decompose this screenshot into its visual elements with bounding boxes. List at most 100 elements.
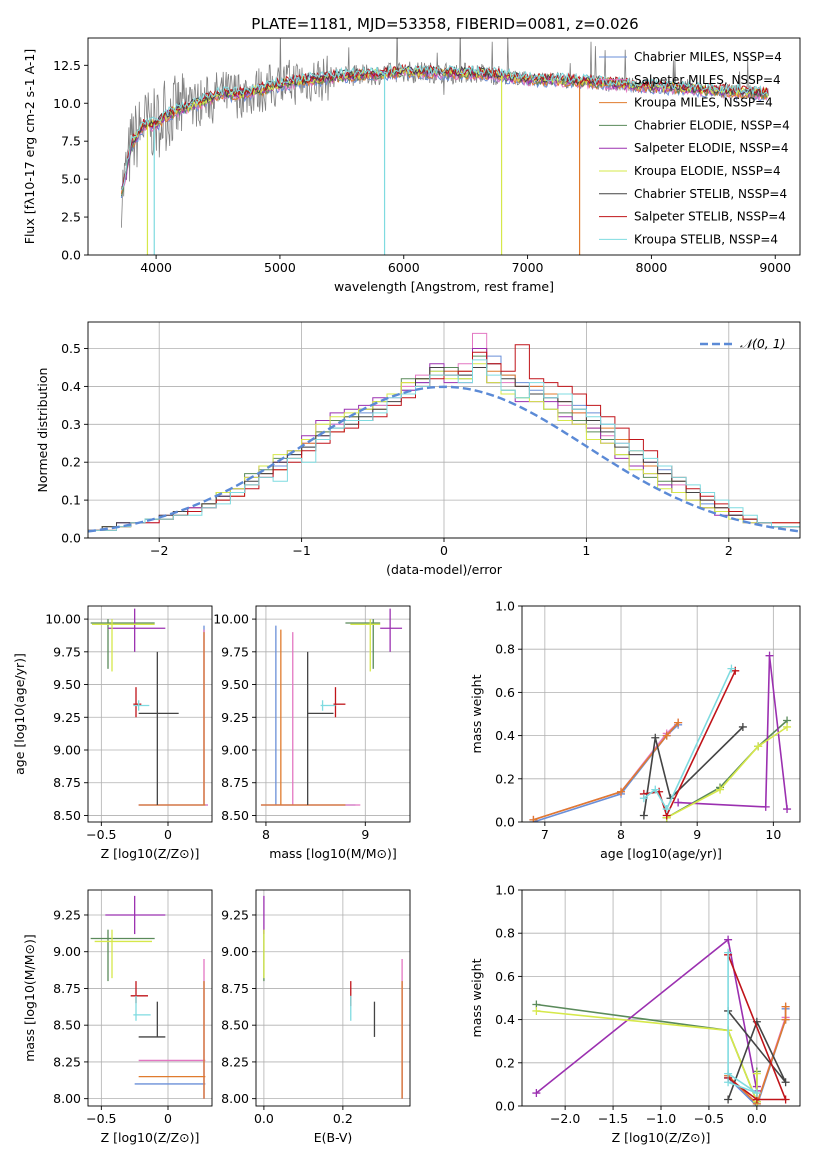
axes-frame [87, 605, 213, 823]
weight-line [536, 1010, 758, 1102]
axes-mass-vs-Z: −0.5 0 8.00 8.25 8.50 8.75 9.00 9.25 Z [log10(Z/… [22, 889, 213, 1145]
x-tick-label: 8 [617, 827, 625, 842]
y-tick-label: 9.00 [53, 944, 81, 959]
y-tick-label: 12.5 [53, 58, 81, 73]
y-tick-label: 1.0 [495, 599, 515, 614]
x-tick-label: 1 [582, 543, 590, 558]
y-tick-label: 10.00 [45, 612, 81, 627]
weight-point-marker [783, 722, 792, 731]
y-tick-label: 0.8 [495, 642, 515, 657]
legend-entry: Kroupa STELIB, NSSP=4 [634, 232, 778, 246]
x-tick-label: 0 [164, 1111, 172, 1126]
x-axis-label: wavelength [Angstrom, rest frame] [334, 279, 554, 294]
x-tick-label: −0.5 [694, 1111, 724, 1126]
y-tick-label: 5.0 [61, 172, 81, 187]
y-tick-label: 0.1 [61, 493, 81, 508]
x-tick-label: 7000 [512, 260, 544, 275]
plot-area [260, 608, 403, 806]
weight-point-marker [752, 1089, 761, 1098]
y-tick-label: 8.25 [53, 1054, 81, 1069]
weight-point-marker [752, 1069, 761, 1078]
y-tick-label: 8.75 [53, 981, 81, 996]
weight-line [643, 668, 733, 811]
legend-entry: Chabrier MILES, NSSP=4 [634, 50, 782, 64]
y-tick-label: 9.25 [221, 907, 249, 922]
x-tick-label: 0 [164, 827, 172, 842]
y-tick-label: 0.2 [495, 1055, 515, 1070]
y-tick-label: 0.6 [495, 969, 515, 984]
axes-age-vs-mass: 8 9 8.50 8.75 9.00 9.25 9.50 9.75 10.00 mass [log… [213, 605, 411, 861]
plot-area [529, 651, 792, 822]
weight-point-marker [674, 798, 683, 807]
histogram-series [88, 363, 800, 531]
plot-area [90, 895, 206, 1099]
y-tick-label: 9.50 [53, 677, 81, 692]
weight-line [727, 1010, 787, 1100]
x-axis-label: Z [log10(Z/Z⊙)] [101, 1130, 200, 1145]
histogram-series [88, 359, 800, 531]
y-tick-label: 0.3 [61, 417, 81, 432]
y-tick-label: 9.00 [53, 743, 81, 758]
y-tick-label: 8.50 [53, 1018, 81, 1033]
x-tick-label: −1.5 [598, 1111, 628, 1126]
weight-point-marker [651, 733, 660, 742]
plot-area [532, 935, 790, 1106]
weight-point-marker [674, 718, 683, 727]
y-tick-label: 7.5 [61, 134, 81, 149]
y-tick-label: 8.25 [221, 1054, 249, 1069]
x-tick-label: 10 [765, 827, 781, 842]
y-tick-label: 0.8 [495, 926, 515, 941]
axes-frame [87, 37, 801, 256]
x-tick-label: 6000 [388, 260, 420, 275]
x-axis-label: Z [log10(Z/Z⊙)] [101, 846, 200, 861]
plot-area [263, 895, 403, 1099]
x-tick-label: 5000 [264, 260, 296, 275]
weight-line [533, 722, 679, 821]
y-tick-label: 8.75 [221, 981, 249, 996]
x-tick-label: −0.5 [86, 1111, 116, 1126]
weight-point-marker [765, 651, 774, 660]
legend-entry: Chabrier ELODIE, NSSP=4 [634, 118, 790, 132]
x-axis-label: Z [log10(Z/Z⊙)] [612, 1130, 711, 1145]
weight-point-marker [724, 1069, 733, 1078]
y-tick-label: 0.4 [61, 379, 81, 394]
spectrum-model-line [120, 63, 769, 191]
x-axis-label: E(B-V) [314, 1130, 353, 1145]
y-tick-label: 10.00 [213, 612, 249, 627]
y-tick-label: 0.0 [61, 248, 81, 263]
axes-frame [255, 605, 411, 823]
y-tick-label: 9.50 [221, 677, 249, 692]
y-tick-label: 0.2 [495, 771, 515, 786]
y-tick-label: 0.4 [495, 728, 515, 743]
weight-point-marker [532, 1089, 541, 1098]
weight-point-marker [724, 1095, 733, 1104]
y-tick-label: 9.00 [221, 944, 249, 959]
weight-point-marker [727, 664, 736, 673]
x-tick-label: 0.2 [333, 1111, 353, 1126]
axes-weight-vs-Z: −2.0 −1.5 −1.0 −0.5 0.0 0.0 0.2 0.4 0.6 0.8 1.0 Z [… [469, 883, 801, 1145]
axes-mass-vs-EBV: 0.0 0.2 8.00 8.25 8.50 8.75 9.00 9.25 E(B-V) [221, 889, 411, 1145]
axes-frame [255, 889, 411, 1107]
x-tick-label: 8000 [636, 260, 668, 275]
weight-point-marker [716, 785, 725, 794]
y-tick-label: 9.25 [53, 907, 81, 922]
y-axis-label: age [log10(age/yr)] [12, 653, 27, 775]
y-tick-label: 9.25 [53, 710, 81, 725]
x-tick-label: 0.0 [254, 1111, 274, 1126]
legend-entry: Salpeter ELODIE, NSSP=4 [634, 141, 789, 155]
x-tick-label: 8 [262, 827, 270, 842]
y-tick-label: 9.75 [53, 644, 81, 659]
x-tick-label: −0.5 [86, 827, 116, 842]
legend-entry: Salpeter MILES, NSSP=4 [634, 73, 781, 87]
axes-frame [521, 605, 801, 823]
y-tick-label: 0.5 [61, 341, 81, 356]
x-tick-label: −1.0 [646, 1111, 676, 1126]
weight-point-marker [651, 785, 660, 794]
weight-point-marker [529, 815, 538, 822]
x-tick-label: 0.0 [747, 1111, 767, 1126]
y-axis-label: Flux [fλ10-17 erg cm-2 s-1 A-1] [22, 49, 37, 245]
x-axis-label: (data-model)/error [386, 562, 503, 577]
figure-title: PLATE=1181, MJD=53358, FIBERID=0081, z=0… [251, 15, 638, 33]
weight-point-marker [781, 1078, 790, 1087]
x-tick-label: 9000 [759, 260, 791, 275]
